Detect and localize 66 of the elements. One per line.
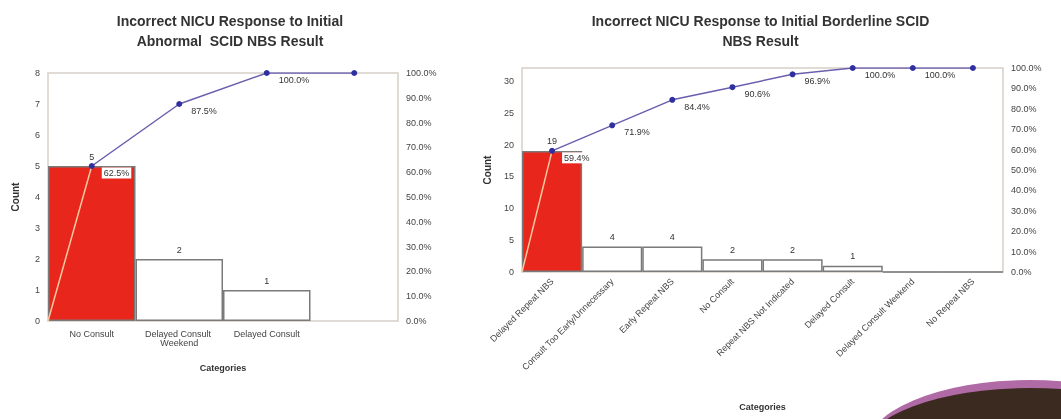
x-tick-label: Delayed Consult Weekend (144, 328, 214, 348)
y2-tick-label: 20.0% (1011, 226, 1037, 237)
y-tick-label: 0 (508, 267, 514, 277)
y-tick-label: 2 (34, 254, 40, 264)
data-label: 4 (609, 232, 615, 242)
y-tick-label: 30 (503, 75, 514, 86)
data-label: 96.9% (804, 76, 831, 87)
y-tick-label: 3 (34, 223, 40, 233)
data-label: 100.0% (924, 70, 956, 80)
x-axis-title: Categories (739, 401, 786, 412)
y2-tick-label: 40.0% (1011, 185, 1037, 196)
y2-tick-label: 10.0% (1011, 246, 1037, 257)
data-label: 2 (790, 244, 796, 255)
y2-tick-label: 100.0% (1011, 63, 1042, 73)
data-label: 100.0% (864, 70, 896, 80)
y-tick-label: 1 (34, 285, 40, 295)
y2-tick-label: 90.0% (406, 92, 432, 103)
data-label: 71.9% (624, 127, 650, 138)
y-tick-label: 5 (34, 161, 40, 171)
y2-tick-label: 30.0% (406, 241, 432, 252)
y2-tick-label: 100.0% (406, 68, 437, 78)
y2-tick-label: 70.0% (406, 142, 432, 153)
data-label: 100.0% (278, 75, 310, 85)
y-tick-label: 25 (503, 107, 514, 118)
y2-tick-label: 60.0% (406, 167, 432, 178)
x-tick-label: No Consult (69, 328, 115, 339)
data-label: 2 (729, 244, 735, 255)
y2-tick-label: 60.0% (1011, 144, 1037, 155)
y-tick-label: 0 (34, 316, 40, 326)
y-tick-label: 7 (34, 99, 40, 109)
data-label: 4 (669, 232, 675, 242)
data-label: 59.4% (564, 152, 590, 163)
y2-tick-label: 80.0% (1011, 103, 1037, 114)
data-label: 2 (176, 244, 182, 255)
y2-tick-label: 80.0% (406, 117, 432, 128)
data-label: 87.5% (191, 106, 217, 116)
y-tick-label: 15 (503, 171, 514, 182)
data-label: 62.5% (103, 168, 130, 178)
y2-tick-label: 10.0% (406, 291, 432, 302)
y-tick-label: 8 (34, 68, 40, 78)
y2-tick-label: 50.0% (1011, 165, 1037, 175)
y-tick-label: 5 (508, 235, 514, 246)
y2-tick-label: 40.0% (406, 216, 432, 227)
y2-tick-label: 70.0% (1011, 124, 1037, 135)
y-axis-title: Count (9, 181, 21, 212)
y2-tick-label: 0.0% (1011, 267, 1032, 277)
data-label: 84.4% (684, 101, 710, 112)
y2-tick-label: 30.0% (1011, 205, 1037, 216)
y-tick-label: 10 (503, 203, 514, 214)
y2-tick-label: 0.0% (406, 316, 427, 326)
y2-tick-label: 50.0% (406, 192, 432, 202)
y-tick-label: 20 (503, 139, 514, 150)
y-tick-label: 4 (34, 192, 40, 202)
x-tick-label: Delayed Consult (233, 328, 301, 339)
data-label: 19 (547, 136, 558, 147)
y-tick-label: 6 (34, 130, 40, 140)
chart-title: Incorrect NICU Response to Initial Abnormal SCID NBS Result (116, 13, 344, 49)
data-label: 90.6% (744, 89, 770, 100)
data-label: 1 (850, 251, 856, 262)
x-axis-title: Categories (199, 362, 247, 373)
data-label: 1 (264, 275, 270, 286)
y2-tick-label: 90.0% (1011, 83, 1037, 94)
y2-tick-label: 20.0% (406, 266, 432, 277)
chart-title: Incorrect NICU Response to Initial Borderline SCID NBS Result (591, 13, 930, 49)
y-axis-title: Count (481, 154, 493, 185)
data-label: 5 (89, 151, 95, 162)
